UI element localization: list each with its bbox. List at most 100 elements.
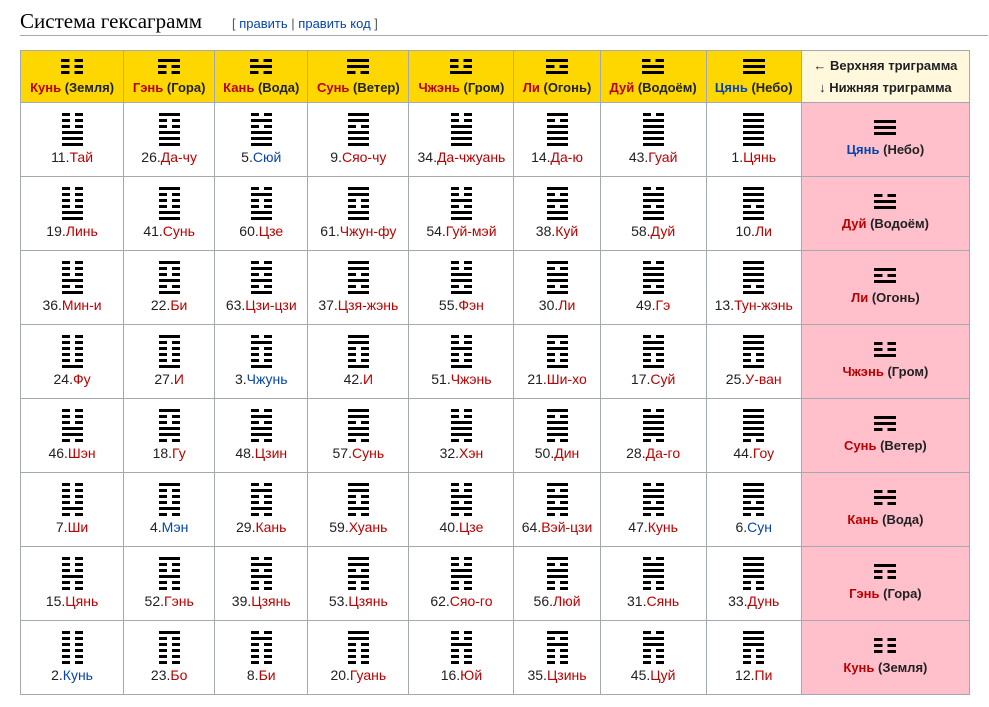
trigram-name-link[interactable]: Сунь	[316, 79, 350, 95]
hexagram-icon	[158, 482, 180, 516]
hexagram-name-link[interactable]: Мин-и	[61, 296, 102, 313]
hexagram-name-link[interactable]: Гу	[172, 444, 186, 461]
hexagram-name-link[interactable]: Чжэнь	[450, 370, 492, 387]
trigram-name-link[interactable]: Дуй	[609, 79, 635, 95]
hexagram-name-link[interactable]: Гуань	[349, 666, 387, 683]
yang-line	[347, 562, 369, 566]
yin-line-segment	[655, 580, 664, 584]
trigram-name-link[interactable]: Чжэнь	[418, 79, 460, 95]
hexagram-name-link[interactable]: Сунь	[162, 222, 195, 239]
hexagram-name-link[interactable]: Би	[258, 666, 276, 683]
trigram-name-link[interactable]: Гэнь	[132, 79, 164, 95]
hexagram-name-link[interactable]: Цуй	[650, 666, 676, 683]
hexagram-name-link[interactable]: Цянь	[65, 592, 99, 609]
hexagram-name-link[interactable]: Куй	[555, 222, 579, 239]
hexagram-name-link[interactable]: Цзе	[458, 518, 484, 535]
yang-line	[874, 564, 897, 567]
hexagram-name-link[interactable]: Чжун-фу	[339, 222, 397, 239]
trigram-name-link[interactable]: Кань	[847, 512, 879, 527]
hexagram-name-link[interactable]: Дин	[554, 444, 580, 461]
hexagram-name-link[interactable]: Хэн	[459, 444, 484, 461]
hexagram-name-link[interactable]: Цзянь	[348, 592, 388, 609]
trigram-name-link[interactable]: Сунь	[844, 438, 877, 453]
hexagram-name-link[interactable]: Кань	[255, 518, 287, 535]
hexagram-name-link[interactable]: Да-чжуань	[436, 148, 506, 165]
hexagram-name-link[interactable]: У-ван	[745, 370, 782, 387]
trigram-name-link[interactable]: Кунь	[843, 660, 875, 675]
trigram-name-link[interactable]: Ли	[851, 290, 869, 305]
hexagram-name-link[interactable]: Фу	[72, 370, 91, 387]
hexagram-name-link[interactable]: Ли	[754, 222, 772, 239]
hexagram-name-link[interactable]: Цзин	[254, 444, 288, 461]
hexagram-name-link[interactable]: Вэй-цзи	[541, 518, 593, 535]
hexagram-name-link[interactable]: Кунь	[647, 518, 678, 535]
yin-line-segment	[158, 420, 167, 424]
trigram-name-link[interactable]: Гэнь	[849, 586, 880, 601]
hexagram-name-link[interactable]: Юй	[460, 666, 483, 683]
yin-line-segment	[171, 124, 180, 128]
trigram-name-link[interactable]: Чжэнь	[842, 364, 884, 379]
hexagram-number: 34	[417, 148, 434, 165]
hexagram-name-link[interactable]: Цзинь	[546, 666, 587, 683]
hexagram-name-link[interactable]: Пи	[754, 666, 773, 683]
hexagram-name-link[interactable]: Мэн	[161, 518, 189, 535]
trigram-name-link[interactable]: Кунь	[30, 79, 62, 95]
yin-line-segment	[463, 352, 472, 356]
hexagram-name-link[interactable]: Цянь	[743, 148, 777, 165]
hexagram-number: 45	[630, 666, 647, 683]
edit-source-link[interactable]: править код	[298, 16, 371, 31]
hexagram-name-link[interactable]: Сун	[747, 518, 772, 535]
hexagram-name-link[interactable]: Хуань	[348, 518, 388, 535]
hexagram-name-link[interactable]: Цзи-цзи	[245, 296, 297, 313]
hexagram-name-link[interactable]: Гэнь	[164, 592, 194, 609]
hexagram-name-link[interactable]: Линь	[65, 222, 98, 239]
hexagram-name-link[interactable]: Суй	[650, 370, 676, 387]
trigram-name-link[interactable]: Кань	[223, 79, 255, 95]
hexagram-name-link[interactable]: Да-го	[645, 444, 681, 461]
hexagram-name-link[interactable]: Сяо-го	[449, 592, 493, 609]
hexagram-name-link[interactable]: Дуй	[650, 222, 676, 239]
hexagram-name-link[interactable]: Ли	[558, 296, 576, 313]
hexagram-name-link[interactable]: Гэ	[655, 296, 671, 313]
yin-line-segment	[74, 124, 83, 128]
yin-line-segment	[546, 414, 555, 418]
hexagram-name-link[interactable]: Шэн	[67, 444, 96, 461]
hexagram-name-link[interactable]: Кунь	[62, 666, 93, 683]
yin-line-segment	[360, 512, 369, 516]
hexagram-name-link[interactable]: Сянь	[646, 592, 680, 609]
hexagram-name-link[interactable]: Сюй	[252, 148, 282, 165]
yin-line-segment	[74, 118, 83, 122]
hexagram-name-link[interactable]: Бо	[170, 666, 188, 683]
yang-line	[743, 408, 765, 412]
hexagram-name-link[interactable]: Тай	[69, 148, 94, 165]
hexagram-name-link[interactable]: Гуай	[648, 148, 678, 165]
hexagram-name-link[interactable]: Сяо-чу	[341, 148, 387, 165]
trigram-name-link[interactable]: Цянь	[714, 79, 748, 95]
hexagram-cell: 27.И	[123, 324, 216, 399]
hexagram-name-link[interactable]: Гоу	[752, 444, 775, 461]
hexagram-name-link[interactable]: Да-ю	[550, 148, 583, 165]
hexagram-name-link[interactable]: Фэн	[458, 296, 484, 313]
hexagram-name-link[interactable]: И	[363, 370, 374, 387]
edit-link[interactable]: править	[239, 16, 288, 31]
hexagram-name-link[interactable]: Тун-жэнь	[734, 296, 793, 313]
hexagram-name-link[interactable]: Ши	[67, 518, 89, 535]
trigram-name-link[interactable]: Дуй	[841, 216, 867, 231]
trigram-name-link[interactable]: Ли	[522, 79, 540, 95]
hexagram-name-link[interactable]: Сунь	[351, 444, 385, 461]
hexagram-number: 41	[143, 222, 159, 239]
yin-line-segment	[450, 408, 459, 412]
hexagram-name-link[interactable]: Гуй-мэй	[445, 222, 497, 239]
hexagram-name-link[interactable]: Да-чу	[160, 148, 197, 165]
hexagram-name-link[interactable]: Чжунь	[246, 370, 288, 387]
hexagram-name-link[interactable]: Цзянь	[251, 592, 291, 609]
hexagram-name-link[interactable]: И	[173, 370, 184, 387]
hexagram-name-link[interactable]: Дунь	[747, 592, 780, 609]
hexagram-icon	[450, 186, 472, 220]
hexagram-name-link[interactable]: Ши-хо	[546, 370, 587, 387]
hexagram-name-link[interactable]: Люй	[553, 592, 581, 609]
hexagram-name-link[interactable]: Цзе	[258, 222, 284, 239]
hexagram-name-link[interactable]: Цзя-жэнь	[337, 296, 399, 313]
hexagram-name-link[interactable]: Би	[170, 296, 188, 313]
trigram-name-link[interactable]: Цянь	[846, 142, 880, 157]
